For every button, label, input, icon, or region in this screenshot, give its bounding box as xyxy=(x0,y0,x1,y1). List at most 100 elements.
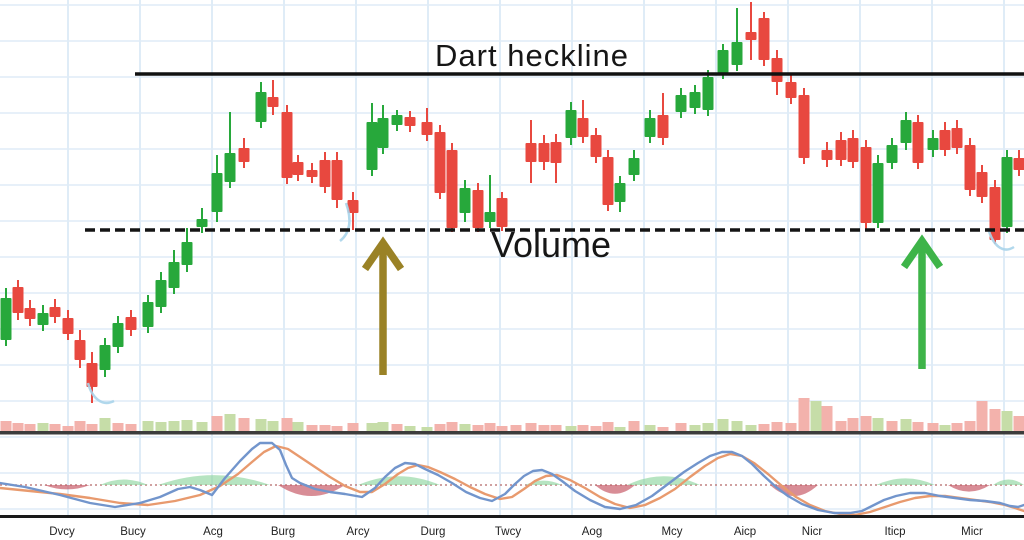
up-arrow-olive-head xyxy=(361,236,405,272)
volume-bar xyxy=(347,423,359,431)
candle-body xyxy=(155,280,167,307)
volume-bar xyxy=(181,420,193,431)
candle-body xyxy=(900,120,912,143)
candle-body xyxy=(434,132,446,193)
candle-body xyxy=(628,158,640,175)
candle-body xyxy=(590,135,602,157)
candle-body xyxy=(847,138,859,162)
candle-body xyxy=(745,32,757,40)
candle-body xyxy=(771,58,783,82)
volume-bar xyxy=(24,424,36,431)
candle-body xyxy=(211,173,223,212)
volume-annotation-text: Volume xyxy=(490,224,612,265)
x-axis-label: Bucy xyxy=(120,526,146,538)
candle-body xyxy=(0,298,12,340)
volume-bar xyxy=(238,418,250,431)
candle-body xyxy=(886,145,898,163)
volume-bar xyxy=(689,425,701,431)
volume-bar xyxy=(459,424,471,431)
volume-bar xyxy=(472,425,484,431)
candle-body xyxy=(758,18,770,60)
oscillator-area-positive xyxy=(100,479,148,485)
volume-bar xyxy=(255,419,267,431)
volume-bar xyxy=(37,423,49,431)
candle-body xyxy=(472,190,484,228)
candle-body xyxy=(319,160,331,187)
volume-bar xyxy=(835,421,847,431)
volume-bar xyxy=(939,425,951,431)
x-axis-line xyxy=(0,515,1024,518)
candle-body xyxy=(577,118,589,137)
x-axis-label: Micr xyxy=(961,526,983,538)
x-axis-label: Aog xyxy=(582,526,602,538)
candle-body xyxy=(1013,158,1024,170)
volume-bar xyxy=(377,422,389,431)
volume-bar xyxy=(717,419,729,431)
volume-bar xyxy=(196,422,208,431)
blue-streak xyxy=(986,227,1015,251)
volume-bar xyxy=(404,426,416,431)
candle-body xyxy=(142,302,154,327)
candle-body xyxy=(366,122,378,170)
oscillator-area-negative xyxy=(770,485,818,496)
volume-bar xyxy=(821,406,833,431)
volume-bar xyxy=(155,422,167,431)
volume-bar xyxy=(745,425,757,431)
volume-bar xyxy=(484,423,496,431)
oscillator-slow-line xyxy=(0,444,1024,517)
candle-body xyxy=(785,82,797,98)
volume-bar xyxy=(391,424,403,431)
volume-bar xyxy=(421,427,433,431)
candle-body xyxy=(49,307,61,317)
candle-body xyxy=(347,200,359,213)
volume-bar xyxy=(62,426,74,431)
volume-bar xyxy=(771,422,783,431)
candle-body xyxy=(717,50,729,73)
volume-bar xyxy=(12,423,24,431)
volume-bar xyxy=(292,422,304,431)
candle-body xyxy=(927,138,939,150)
x-axis-label: Acg xyxy=(203,526,223,538)
candle-body xyxy=(112,323,124,347)
volume-bar xyxy=(538,425,550,431)
blue-streak xyxy=(339,202,351,242)
price-pane-border xyxy=(0,431,1024,435)
volume-bar xyxy=(860,416,872,431)
volume-bar xyxy=(989,409,1001,431)
x-axis-label: Nicr xyxy=(802,526,823,538)
volume-bar xyxy=(125,424,137,431)
candle-body xyxy=(267,97,279,107)
candle-body xyxy=(939,130,951,150)
volume-bar xyxy=(224,414,236,431)
volume-bar xyxy=(306,425,318,431)
candle-body xyxy=(421,122,433,135)
volume-bar xyxy=(912,422,924,431)
neckline-annotation-text: Dart heckline xyxy=(435,38,629,73)
volume-bar xyxy=(510,425,522,431)
oscillator-fast-line xyxy=(0,441,1024,515)
x-axis-label: Aicp xyxy=(734,526,756,538)
candle-body xyxy=(125,317,137,330)
oscillator-area-positive xyxy=(876,478,935,485)
candle-body xyxy=(377,118,389,148)
candle-body xyxy=(306,170,318,177)
volume-bar xyxy=(628,421,640,431)
candle-body xyxy=(872,163,884,223)
x-axis-label: Arcy xyxy=(347,526,370,538)
candle-body xyxy=(181,242,193,265)
candle-body xyxy=(484,212,496,222)
candle-body xyxy=(798,95,810,158)
volume-bar xyxy=(434,424,446,431)
volume-bar xyxy=(602,422,614,431)
volume-bar xyxy=(366,423,378,431)
candle-body xyxy=(224,153,236,182)
x-axis-label: Iticp xyxy=(884,526,905,538)
volume-bar xyxy=(577,425,589,431)
volume-bar xyxy=(798,398,810,431)
volume-annotation: Volume xyxy=(0,224,1024,266)
volume-bar xyxy=(446,422,458,431)
candle-body xyxy=(565,110,577,138)
candle-body xyxy=(1001,157,1013,227)
up-arrow-green-head xyxy=(900,234,944,270)
